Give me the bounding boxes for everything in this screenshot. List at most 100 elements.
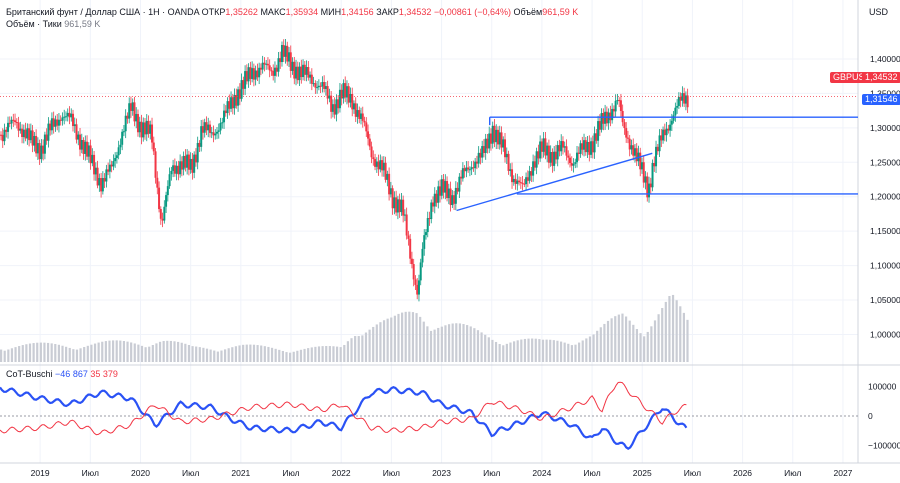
candle-body [138,121,141,133]
volume-bar [487,337,490,362]
candle-body [189,158,192,170]
candle-body [539,141,542,159]
candle-body [247,67,250,82]
volume-bar [267,346,270,362]
instrument-title[interactable]: Британский фунт / Доллар США · 1Н · OAND… [6,7,200,17]
volume-bar [447,324,451,362]
candle-body [347,86,350,103]
candle-body [474,161,477,169]
volume-bar [270,347,274,362]
candle-body [84,141,87,154]
candle-body [590,141,593,155]
candle-body [249,67,252,79]
volume-bar [415,313,418,362]
candle-body [519,182,522,184]
candle-body [210,132,213,134]
candle-body [581,143,584,150]
candle-body [626,137,629,139]
time-tick-label: 2025 [633,468,652,478]
candle-body [584,140,587,153]
candle-body [540,141,543,152]
candle-body [447,188,450,199]
candle-body [602,113,605,124]
candle-body [191,158,194,173]
candle-body [40,145,43,160]
volume-bar [140,345,144,362]
candle-body [368,138,371,147]
candle-body [660,135,663,141]
candle-body [554,151,557,160]
candle-body [542,138,545,152]
volume-bar [256,345,259,362]
volume-bar [668,295,671,362]
volume-bar [437,327,440,362]
candle-body [89,145,92,164]
candle-body [152,142,155,152]
candle-body [683,93,686,104]
volume-bar [332,346,335,362]
volume-bar [466,325,469,362]
candle-body [12,119,15,121]
volume-bar [661,308,664,362]
volume-bar [310,347,313,362]
candle-body [655,146,658,167]
candle-body [577,152,580,154]
volume-bar [444,325,447,362]
candle-body [45,134,48,141]
candle-body [319,85,322,87]
volume-bar [372,326,375,362]
volume-bar [679,306,682,362]
candle-body [468,169,471,171]
price-tick-label: 1,40000 [870,54,900,64]
volume-bar [419,316,422,362]
time-tick-label: Июл [684,468,701,478]
volume-line-label[interactable]: Объём · Тики [6,19,62,29]
candle-body [258,67,261,78]
volume-bar [187,345,191,362]
candle-body [470,167,473,170]
volume-bar [614,316,617,362]
candle-body [244,71,247,89]
volume-bar [617,314,620,362]
candle-body [245,71,248,82]
candle-body [326,86,329,99]
volume-bar [97,342,100,362]
volume-bar [18,346,21,362]
cot-name[interactable]: CoT-Buschi [6,369,53,379]
volume-bar [72,349,75,362]
candle-body [49,123,52,131]
candle-body [135,113,138,122]
candle-body [424,232,427,236]
candle-body [491,125,494,144]
candle-body [630,145,633,150]
currency-label[interactable]: USD [869,7,889,17]
candle-body [307,67,310,78]
volume-bar [68,347,71,362]
volume-bar [585,338,588,362]
candle-body [618,100,621,102]
candle-body [73,124,76,127]
volume-bar [50,343,53,362]
candle-body [670,120,673,125]
volume-bars [0,294,689,362]
candle-body [212,132,215,136]
volume-bar [357,336,360,362]
candle-body [351,93,354,110]
volume-bar [639,333,642,362]
candle-body [360,113,363,119]
candle-body [649,183,652,188]
candle-body [381,160,384,171]
candle-body [75,124,78,140]
candle-body [442,179,445,193]
volume-value: 961,59 K [542,7,579,17]
volume-bar [523,338,527,362]
volume-bar [675,300,678,362]
volume-bar [606,320,610,362]
volume-bar [299,349,303,362]
candle-body [126,115,129,119]
volume-bar [556,340,559,362]
candle-body [300,66,303,78]
candle-body [145,120,148,135]
